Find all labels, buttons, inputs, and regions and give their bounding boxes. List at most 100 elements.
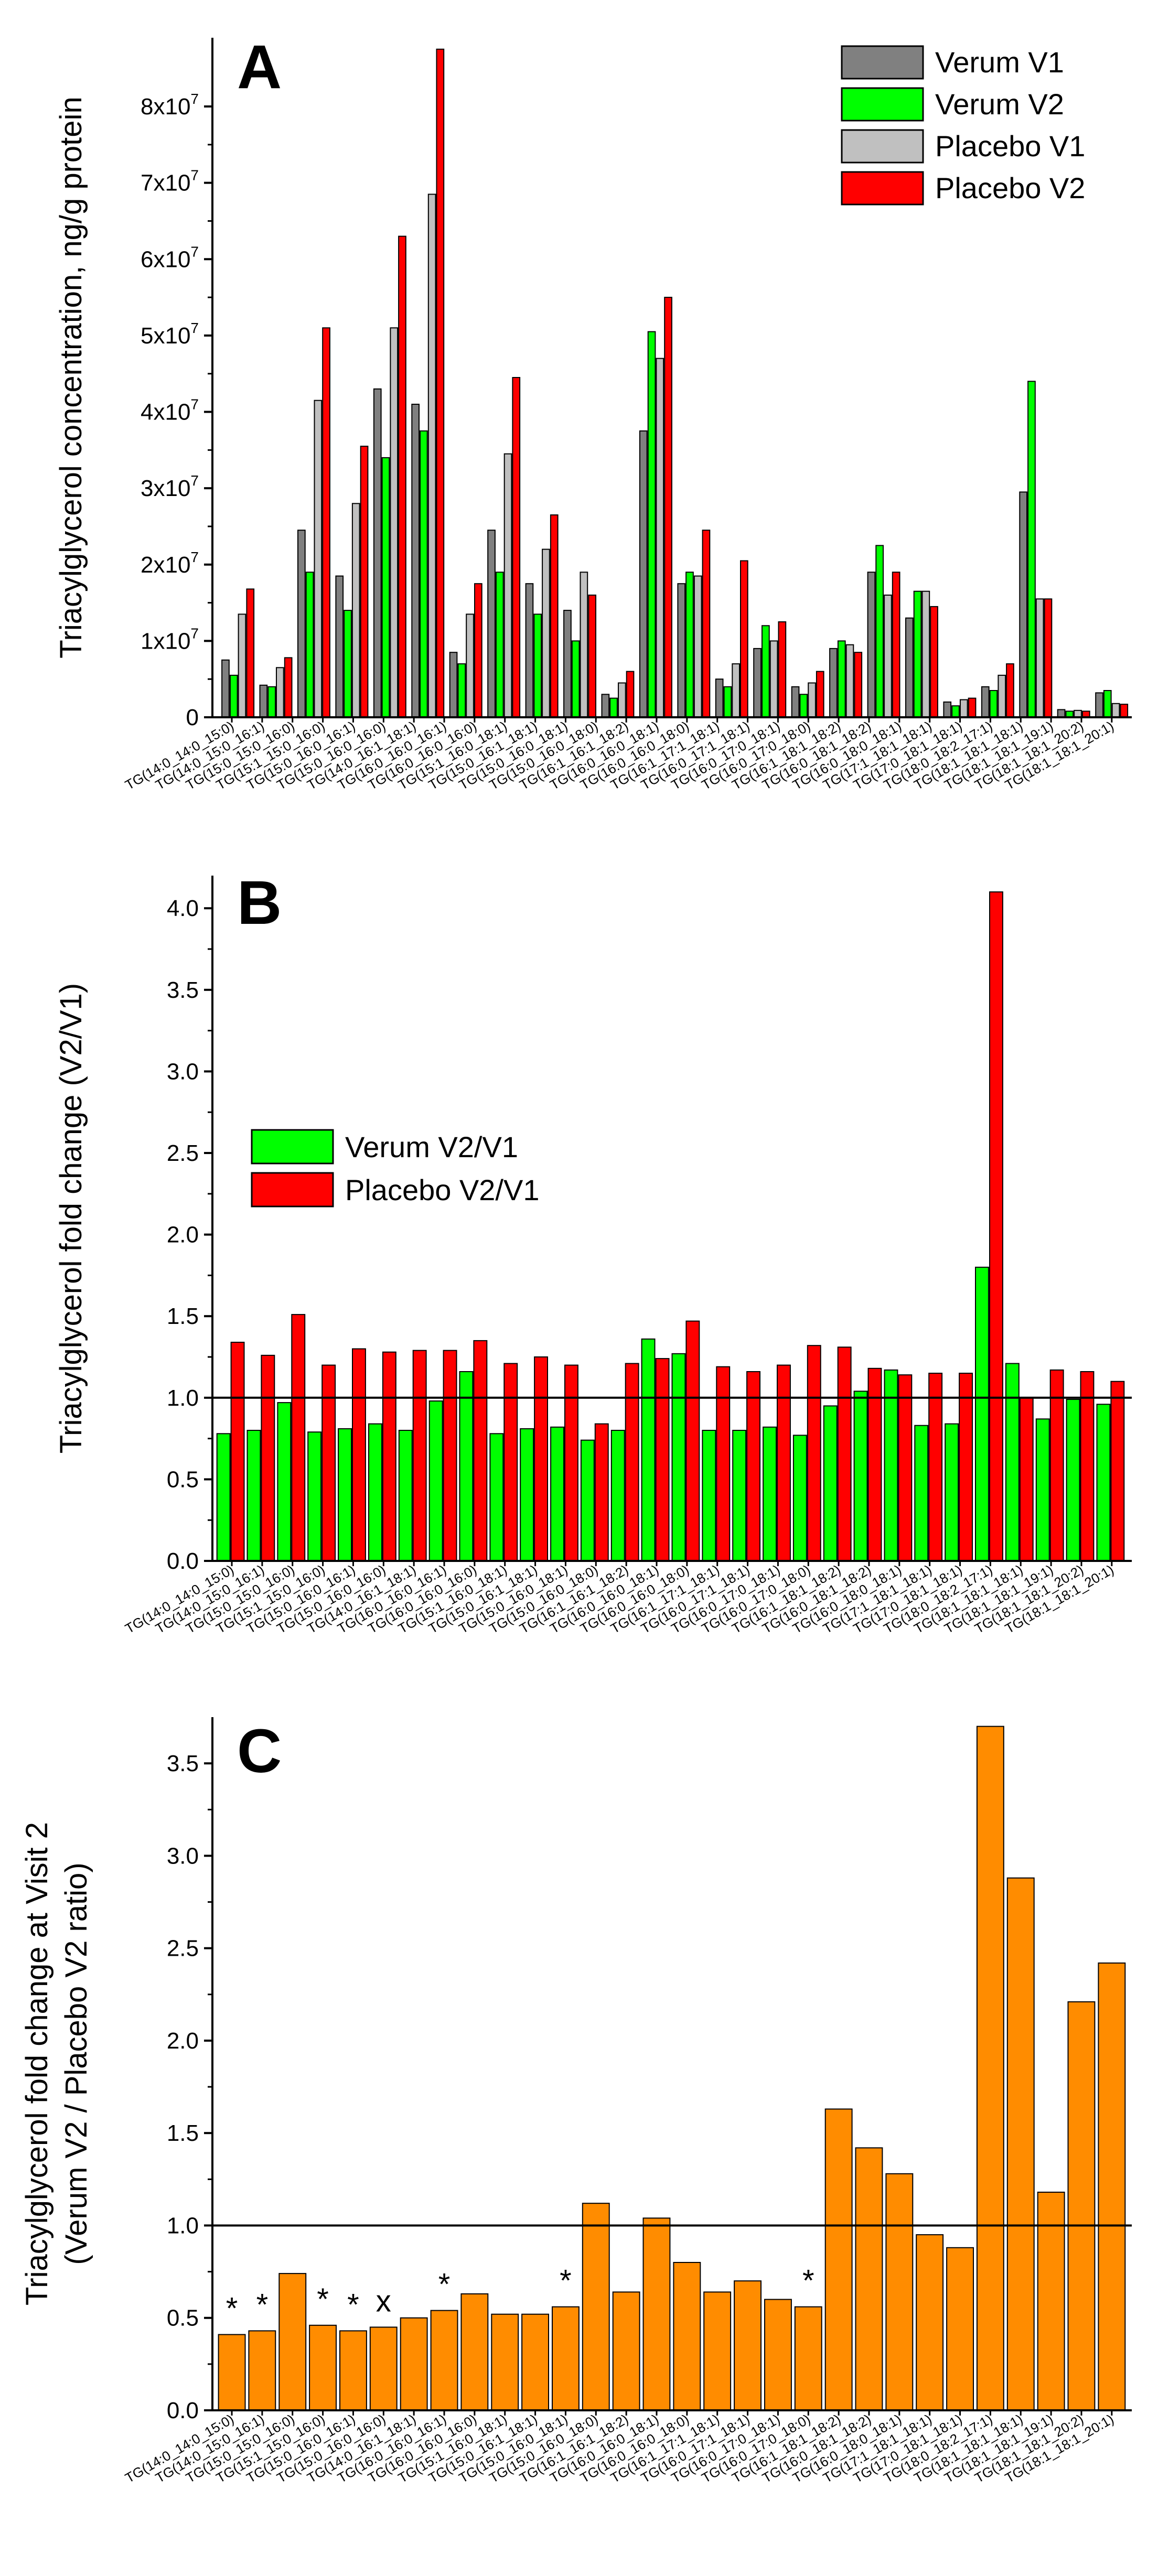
y-tick-label: 3.5 <box>167 977 199 1003</box>
bar-verum-v1-11 <box>639 430 648 718</box>
y-tick-label: 1.5 <box>167 2120 199 2146</box>
y-tick-exponent: 7 <box>190 472 199 489</box>
bar-verum-v2-v1-23 <box>914 1425 929 1561</box>
bar-placebo-v2-v1-1 <box>261 1354 275 1561</box>
legend-swatch <box>841 87 924 122</box>
legend-label: Verum V2 <box>935 88 1064 121</box>
significance-marker: x <box>376 2284 391 2318</box>
bar-verum-v1-19 <box>943 701 952 718</box>
bar-ratio-16 <box>703 2291 732 2411</box>
bar-placebo-v2-v1-19 <box>807 1345 821 1561</box>
bar-verum-v2-v1-15 <box>671 1353 686 1562</box>
bar-verum-v2-v1-2 <box>277 1402 292 1562</box>
bar-placebo-v1-11 <box>656 358 664 718</box>
bar-verum-v1-20 <box>981 686 990 718</box>
bar-verum-v1-6 <box>449 652 458 718</box>
bar-verum-v2-v1-21 <box>853 1391 868 1561</box>
bar-verum-v2-20 <box>989 690 998 718</box>
bar-verum-v1-7 <box>487 530 496 718</box>
bar-placebo-v2-v1-17 <box>746 1371 760 1561</box>
bar-verum-v1-15 <box>791 686 800 718</box>
bar-verum-v1-18 <box>905 617 914 718</box>
bar-verum-v2-21 <box>1027 381 1036 718</box>
y-tick-label: 2.5 <box>167 1936 199 1961</box>
bar-placebo-v2-v1-15 <box>685 1320 700 1562</box>
y-tick-base: 5x10 <box>141 323 190 349</box>
bar-placebo-v1-8 <box>542 548 550 718</box>
y-tick-label: 3.5 <box>167 1751 199 1776</box>
significance-marker: * <box>438 2268 451 2302</box>
bar-verum-v2-v1-6 <box>398 1430 413 1561</box>
bar-placebo-v1-1 <box>276 667 284 718</box>
bar-placebo-v1-17 <box>884 595 892 718</box>
bar-ratio-23 <box>916 2234 944 2411</box>
bar-placebo-v2-6 <box>474 583 483 718</box>
bar-placebo-v2-v1-28 <box>1080 1371 1095 1561</box>
y-tick-label: 2.0 <box>167 2028 199 2054</box>
bar-verum-v2-v1-7 <box>428 1400 443 1561</box>
significance-marker: * <box>226 2292 238 2326</box>
bar-verum-v2-0 <box>229 674 238 718</box>
bar-placebo-v1-18 <box>921 590 930 718</box>
bar-verum-v1-10 <box>601 694 610 718</box>
bar-placebo-v2-v1-22 <box>898 1374 913 1561</box>
bar-placebo-v1-21 <box>1035 598 1044 718</box>
y-tick-label: 5x107 <box>141 320 199 349</box>
bar-ratio-17 <box>734 2280 762 2411</box>
bar-placebo-v2-v1-26 <box>1019 1397 1034 1562</box>
bar-verum-v2-6 <box>457 663 466 718</box>
y-tick-label: 6x107 <box>141 243 199 272</box>
bar-verum-v2-v1-9 <box>489 1433 504 1562</box>
bar-verum-v2-5 <box>420 430 428 718</box>
bar-placebo-v2-v1-5 <box>382 1351 396 1561</box>
bar-ratio-14 <box>642 2217 671 2411</box>
bar-placebo-v2-v1-8 <box>473 1340 488 1561</box>
bar-ratio-10 <box>521 2313 549 2411</box>
significance-marker: * <box>560 2264 572 2298</box>
bar-placebo-v2-8 <box>550 514 559 718</box>
legend-swatch <box>251 1172 334 1208</box>
bar-ratio-9 <box>491 2313 519 2411</box>
bar-placebo-v2-v1-4 <box>352 1348 366 1561</box>
chart-panel-a: 01x1072x1073x1074x1075x1076x1077x1078x10… <box>54 33 1132 793</box>
bar-placebo-v1-2 <box>314 400 323 718</box>
y-tick-exponent: 7 <box>190 396 199 413</box>
legend-swatch <box>841 171 924 206</box>
y-tick-label: 0 <box>186 705 199 730</box>
bar-placebo-v2-18 <box>930 606 938 718</box>
y-tick-label: 0.5 <box>167 2305 199 2331</box>
bar-placebo-v2-15 <box>816 671 824 718</box>
bar-verum-v1-17 <box>867 572 876 718</box>
bar-ratio-21 <box>855 2147 883 2411</box>
bar-ratio-0 <box>218 2334 246 2411</box>
bar-verum-v2-13 <box>723 686 732 718</box>
bar-ratio-29 <box>1098 1962 1126 2411</box>
bar-placebo-v2-v1-20 <box>837 1346 852 1562</box>
bar-verum-v2-v1-20 <box>823 1405 838 1561</box>
bar-verum-v2-v1-29 <box>1096 1404 1111 1562</box>
bar-ratio-24 <box>946 2247 974 2411</box>
bar-ratio-1 <box>248 2330 276 2411</box>
bar-placebo-v2-21 <box>1044 598 1053 718</box>
bar-ratio-20 <box>824 2108 853 2411</box>
bar-ratio-6 <box>400 2317 428 2411</box>
bar-verum-v2-8 <box>533 613 542 718</box>
bar-verum-v2-v1-25 <box>975 1266 989 1561</box>
bar-placebo-v2-7 <box>512 377 521 718</box>
bar-placebo-v2-v1-14 <box>655 1358 670 1562</box>
significance-marker: * <box>256 2288 269 2322</box>
bar-placebo-v1-15 <box>808 682 816 718</box>
bar-ratio-11 <box>552 2306 580 2411</box>
bar-verum-v1-13 <box>715 678 724 718</box>
legend-label: Verum V1 <box>935 46 1064 79</box>
bar-ratio-2 <box>278 2273 307 2411</box>
y-axis-title: Triacylglycerol concentration, ng/g prot… <box>54 96 88 658</box>
legend-label: Placebo V2/V1 <box>345 1173 539 1206</box>
bar-verum-v1-22 <box>1057 709 1066 718</box>
y-tick-exponent: 7 <box>190 625 199 641</box>
bar-placebo-v1-16 <box>845 644 854 718</box>
bar-ratio-28 <box>1067 2001 1096 2411</box>
bar-verum-v2-v1-17 <box>732 1430 747 1561</box>
bar-verum-v1-0 <box>221 659 230 718</box>
